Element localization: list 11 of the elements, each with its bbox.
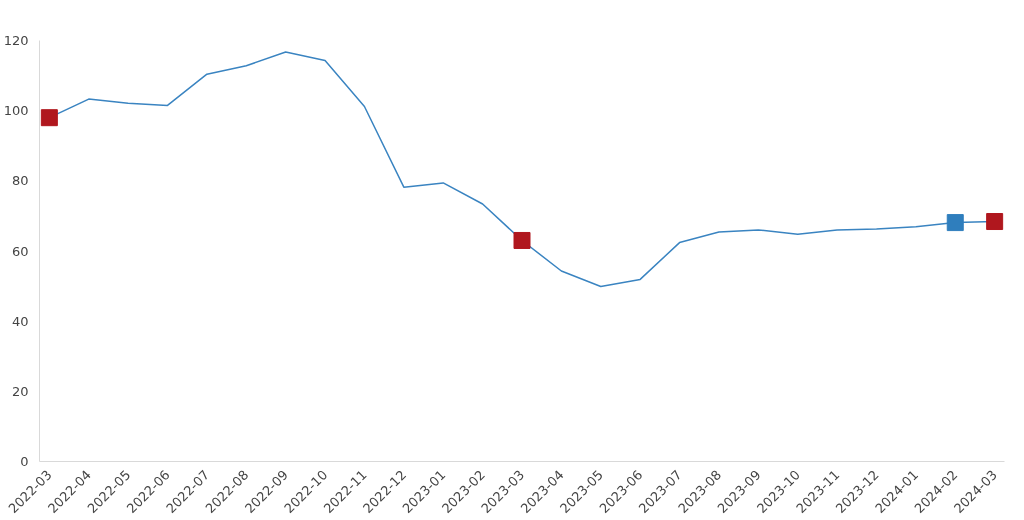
y-tick-label: 60 [11,243,29,259]
point [986,213,1004,231]
point [40,109,58,127]
point [946,214,964,232]
y-tick-label: 80 [11,173,29,189]
y-tick-label: 40 [11,313,29,329]
y-tick-label: 120 [3,33,29,48]
y-tick-label: 0 [20,454,29,469]
y-tick-label: 100 [3,103,29,119]
point [513,231,531,249]
y-tick-label: 20 [11,383,29,399]
